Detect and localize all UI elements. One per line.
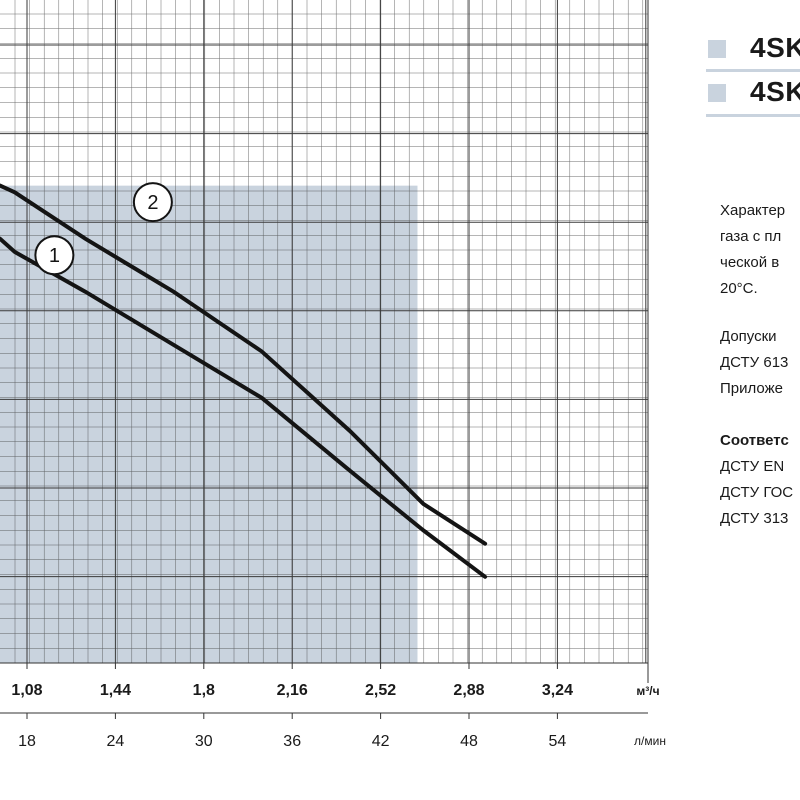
x-tick-label: 1,44: [100, 682, 131, 699]
description-line: газа с пл: [720, 228, 782, 245]
curve-2: [0, 183, 488, 546]
description-paragraph-2: Допуски ДСТУ 613 Приложе: [720, 324, 800, 402]
x-tick-label: 2,52: [365, 682, 396, 699]
x-axis-unit: м³/ч: [636, 684, 659, 698]
curve-label: 1: [49, 245, 60, 267]
x2-tick-label: 18: [18, 733, 36, 750]
grid-major: [0, 0, 648, 663]
curve-1: [0, 236, 488, 579]
legend-swatch: [708, 40, 726, 58]
legend-label: 4SK: [750, 32, 800, 63]
legend-item-2: 4SK: [706, 76, 800, 110]
x2-tick-label: 42: [372, 733, 390, 750]
x2-tick-label: 54: [549, 733, 567, 750]
x2-axis-unit: л/мин: [634, 734, 666, 748]
legend-divider: [706, 69, 800, 72]
x-tick-label: 2,16: [277, 682, 308, 699]
description-line: ДСТУ 613: [720, 354, 789, 371]
description-line: ДСТУ EN: [720, 458, 785, 475]
x-tick-label: 1,8: [193, 682, 215, 699]
description-line: Допуски: [720, 328, 777, 345]
legend-label: 4SK: [750, 76, 800, 107]
performance-chart: 1 2 1,08 1,44 1,8 2,16 2,52 2,88 3,24 м³/ч 18 24 30 3…: [0, 0, 666, 750]
x-tick-label: 3,24: [542, 682, 573, 699]
legend-swatch: [708, 84, 726, 102]
x2-tick-label: 30: [195, 733, 213, 750]
x2-tick-label: 48: [460, 733, 478, 750]
description-line: Характер: [720, 202, 786, 219]
x2-tick-label: 24: [107, 733, 125, 750]
description-line: ческой в: [720, 254, 780, 271]
description-line: ДСТУ ГОС: [720, 484, 794, 501]
x-tick-label: 2,88: [453, 682, 484, 699]
description-heading: Соответс: [720, 432, 789, 449]
curve-label-circle: [34, 235, 75, 276]
x-tick-label: 1,08: [11, 682, 42, 699]
legend-item-1: 4SK: [706, 32, 800, 66]
description-paragraph-3: Соответс ДСТУ EN ДСТУ ГОС ДСТУ 313: [720, 428, 800, 532]
curve-label: 2: [147, 192, 158, 214]
curve-label-circle: [132, 182, 173, 223]
legend-divider: [706, 114, 800, 117]
description-line: 20°С.: [720, 280, 758, 297]
description-line: ДСТУ 313: [720, 510, 789, 527]
side-panel: 4SK 4SK Характер газа с пл ческой в 20°С…: [706, 0, 800, 800]
description-line: Приложе: [720, 380, 783, 397]
x2-tick-label: 36: [283, 733, 301, 750]
description-paragraph-1: Характер газа с пл ческой в 20°С.: [720, 198, 800, 302]
